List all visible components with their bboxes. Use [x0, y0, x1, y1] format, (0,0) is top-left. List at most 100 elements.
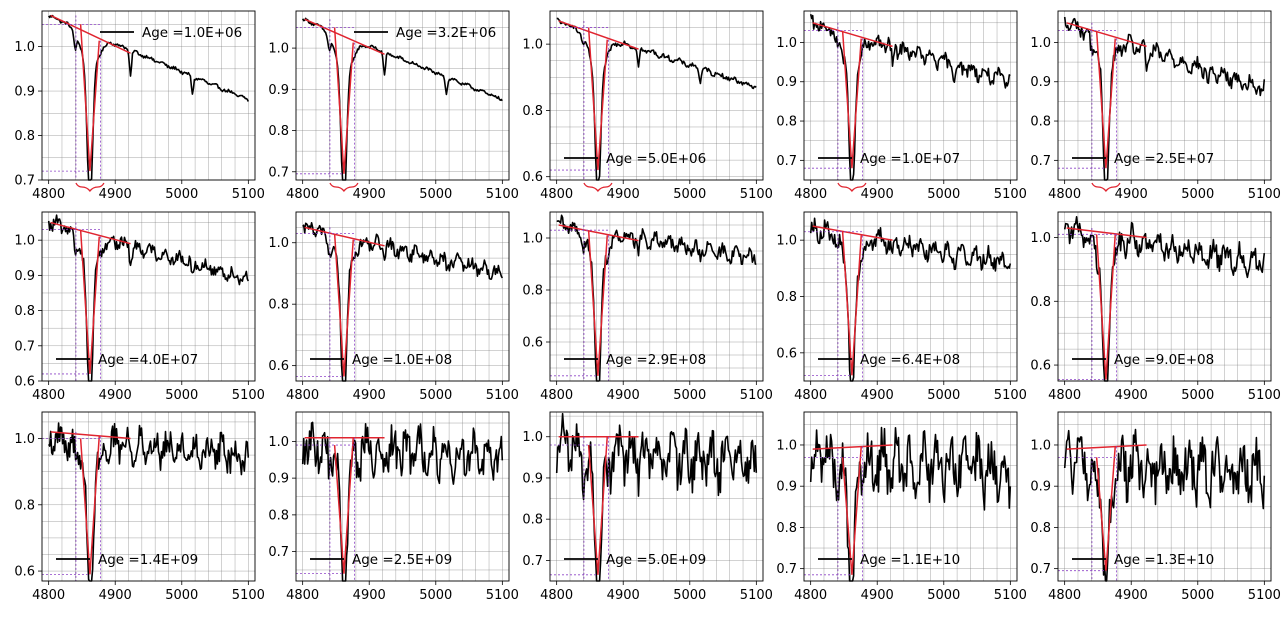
y-tick-label: 0.9: [776, 480, 797, 495]
y-tick-label: 1.0: [268, 236, 289, 251]
plot-frame: [1057, 211, 1272, 382]
y-tick-label: 0.8: [268, 298, 289, 313]
x-tick-label: 5000: [673, 388, 706, 403]
y-tick-label: 0.8: [776, 115, 797, 130]
legend-label: Age =1.0E+06: [142, 25, 242, 41]
legend-label: Age =1.0E+08: [352, 352, 452, 368]
continuum-fit-line: [1066, 22, 1147, 48]
legend-label: Age =6.4E+08: [860, 352, 960, 368]
continuum-fit-line: [558, 20, 639, 50]
x-tick-label: 5000: [165, 388, 198, 403]
panel-5: 4800 4900 5000 5100 0.7 0.8 0.9 1.0 Age =2.5E+07: [1030, 10, 1281, 202]
continuum-fit-line: [812, 444, 893, 450]
y-tick-label: 0.9: [1030, 480, 1051, 495]
panel-4: 4800 4900 5000 5100 0.7 0.8 0.9 1.0 Age =1.0E+07: [776, 10, 1027, 202]
x-tick-label: 5000: [1181, 588, 1214, 603]
plot-frame: [41, 10, 256, 181]
line-fit: [1095, 30, 1116, 169]
panel-11: 4800 4900 5000 5100 0.6 0.8 1.0 Age =1.4E+09: [14, 411, 265, 603]
bracket-mark: [583, 182, 613, 193]
line-fit: [841, 446, 862, 575]
x-tick-label: 5000: [927, 187, 960, 202]
y-tick-label: 0.8: [1030, 521, 1051, 536]
panel-10: 4800 4900 5000 5100 0.6 0.8 1.0 Age =9.0E+08: [1030, 211, 1281, 403]
x-tick-label: 5100: [486, 588, 519, 603]
y-tick-label: 0.7: [1030, 562, 1051, 577]
y-tick-label: 0.9: [268, 472, 289, 487]
x-tick-label: 5100: [232, 187, 265, 202]
x-tick-label: 5000: [1181, 388, 1214, 403]
panel-2: 4800 4900 5000 5100 0.7 0.8 0.9 1.0 Age =3.2E+06: [268, 10, 519, 202]
x-tick-label: 4900: [607, 588, 640, 603]
x-tick-label: 4800: [286, 388, 319, 403]
continuum-fit-line: [304, 226, 385, 247]
y-tick-label: 1.0: [776, 36, 797, 51]
x-tick-label: 4900: [1115, 187, 1148, 202]
x-tick-label: 4800: [794, 187, 827, 202]
legend-label: Age =5.0E+06: [606, 151, 706, 167]
continuum-fit-line: [50, 431, 131, 440]
y-tick-label: 0.8: [776, 521, 797, 536]
legend-label: Age =1.0E+07: [860, 151, 960, 167]
line-fit: [79, 229, 100, 375]
line-fit: [333, 233, 354, 377]
y-tick-label: 0.8: [522, 284, 543, 299]
x-tick-label: 5000: [419, 388, 452, 403]
x-tick-label: 4900: [1115, 588, 1148, 603]
y-tick-label: 0.9: [1030, 75, 1051, 90]
continuum-fit-line: [812, 22, 893, 48]
plot-frame: [549, 211, 764, 382]
y-tick-label: 0.9: [268, 83, 289, 98]
legend-label: Age =5.0E+09: [606, 552, 706, 568]
bracket-mark: [329, 182, 359, 193]
continuum-fit-line: [1066, 444, 1147, 450]
y-tick-label: 0.7: [1030, 154, 1051, 169]
bracket-mark: [1091, 182, 1121, 193]
line-fit: [841, 30, 862, 169]
y-tick-label: 1.0: [776, 234, 797, 249]
x-tick-label: 4900: [99, 388, 132, 403]
legend-label: Age =2.5E+07: [1114, 151, 1214, 167]
x-tick-label: 4900: [353, 588, 386, 603]
x-tick-label: 4800: [794, 388, 827, 403]
x-tick-label: 5100: [232, 588, 265, 603]
y-tick-label: 1.0: [14, 234, 35, 249]
y-tick-label: 1.0: [1030, 438, 1051, 453]
panel-3: 4800 4900 5000 5100 0.6 0.8 1.0 Age =5.0E+06: [522, 10, 773, 202]
y-tick-label: 0.8: [522, 513, 543, 528]
y-tick-label: 0.7: [14, 339, 35, 354]
x-tick-label: 4800: [540, 588, 573, 603]
x-tick-label: 4900: [99, 588, 132, 603]
y-tick-label: 0.7: [776, 154, 797, 169]
x-tick-label: 4900: [607, 187, 640, 202]
y-tick-label: 0.8: [14, 498, 35, 513]
continuum-fit-line: [558, 224, 639, 242]
continuum-fit-line: [304, 18, 385, 55]
y-tick-label: 0.8: [1030, 115, 1051, 130]
y-tick-label: 0.7: [268, 165, 289, 180]
plot-frame: [295, 211, 510, 382]
y-tick-label: 0.9: [14, 85, 35, 100]
y-tick-label: 1.0: [1030, 36, 1051, 51]
y-tick-label: 0.9: [14, 269, 35, 284]
plot-frame: [41, 211, 256, 382]
x-tick-label: 4800: [794, 588, 827, 603]
spectrum-line: [809, 14, 1011, 181]
x-tick-label: 5000: [165, 187, 198, 202]
y-tick-label: 1.0: [522, 232, 543, 247]
line-fit: [1095, 446, 1116, 571]
x-tick-label: 5100: [232, 388, 265, 403]
panel-7: 4800 4900 5000 5100 0.6 0.8 1.0 Age =1.0E+08: [268, 211, 519, 403]
x-tick-label: 4800: [540, 388, 573, 403]
panel-14: 4800 4900 5000 5100 0.7 0.8 0.9 1.0 Age =1.1E+10: [776, 411, 1027, 603]
line-fit: [1095, 234, 1116, 380]
bracket-mark: [837, 182, 867, 193]
x-tick-label: 5000: [419, 588, 452, 603]
plot-frame: [549, 10, 764, 181]
panel-15: 4800 4900 5000 5100 0.7 0.8 0.9 1.0 Age =1.3E+10: [1030, 411, 1281, 603]
x-tick-label: 5100: [740, 588, 773, 603]
x-tick-label: 4800: [540, 187, 573, 202]
y-tick-label: 0.7: [268, 545, 289, 560]
x-tick-label: 5100: [486, 388, 519, 403]
x-tick-label: 5000: [165, 588, 198, 603]
